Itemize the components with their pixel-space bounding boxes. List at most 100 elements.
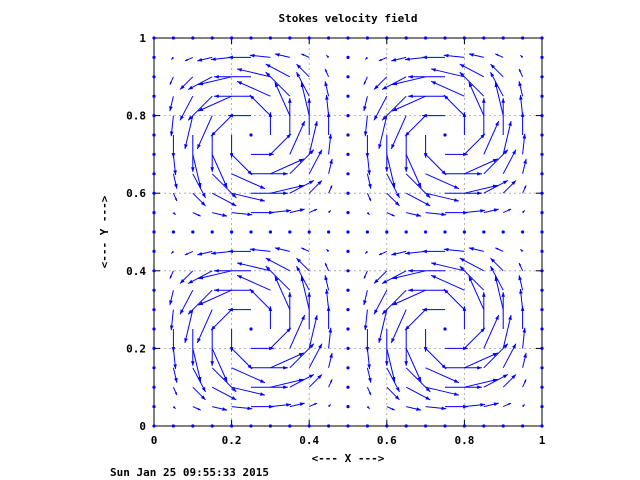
arrow-head [522, 404, 525, 408]
arrow-head [540, 172, 544, 176]
arrow-head [299, 402, 305, 406]
arrow-head [503, 149, 508, 155]
arrow-head [367, 170, 371, 176]
arrow-head [346, 385, 350, 389]
arrow-shaft [464, 184, 498, 194]
arrow-head [366, 406, 370, 409]
arrow-head [431, 275, 437, 279]
arrow-head [404, 424, 408, 428]
arrow-shaft [404, 309, 426, 331]
arrow-head [152, 55, 156, 60]
arrow-shaft [211, 367, 237, 393]
arrow-shaft [198, 289, 232, 306]
arrow-head [540, 424, 544, 428]
arrow-head [197, 58, 203, 62]
arrow-head [307, 36, 311, 40]
arrow-head [172, 406, 176, 409]
arrow-head [404, 325, 410, 331]
arrow-head [197, 407, 201, 411]
arrow-head [174, 198, 177, 202]
arrow-head [228, 307, 233, 312]
x-tick-label: 1 [539, 434, 546, 447]
arrow-head [214, 288, 219, 293]
arrow-shaft [459, 71, 485, 97]
arrow-head [368, 183, 372, 189]
velocity-arrows [152, 36, 544, 428]
arrow-head [231, 387, 237, 392]
arrow-head [268, 36, 272, 40]
arrow-head [249, 288, 255, 294]
arrow-head [540, 211, 544, 215]
arrow-head [540, 405, 544, 409]
arrow-head [346, 114, 350, 118]
arrow-head [274, 247, 280, 251]
arrow-head [318, 149, 322, 155]
arrow-head [326, 55, 330, 58]
arrow-head [408, 268, 413, 273]
arrow-shaft [231, 154, 253, 176]
arrow-head [283, 385, 288, 390]
arrow-shaft [381, 95, 407, 121]
arrow-shaft [459, 265, 485, 291]
arrow-head [174, 183, 178, 189]
arrow-head [197, 252, 203, 256]
arrow-head [495, 315, 499, 321]
arrow-shaft [464, 133, 486, 155]
arrow-head [540, 288, 544, 292]
arrow-head [259, 198, 265, 202]
axis-ticks: 0 0.2 0.4 0.6 0.8 1 0 0.2 0.4 0.6 0.8 1 [126, 32, 546, 447]
arrow-head [459, 266, 465, 271]
arrow-head [197, 143, 201, 149]
arrow-head [324, 81, 328, 87]
arrow-head [408, 74, 413, 79]
arrow-shaft [308, 120, 318, 155]
arrow-head [198, 107, 204, 112]
arrow-head [274, 276, 279, 282]
arrow-head [422, 249, 427, 254]
arrow-head [424, 36, 428, 40]
arrow-shaft [210, 309, 232, 331]
arrow-shaft [392, 270, 426, 280]
arrow-head [490, 64, 496, 69]
arrow-head [346, 191, 350, 195]
arrow-shaft [289, 343, 315, 369]
arrow-head [152, 366, 156, 370]
arrow-head [481, 292, 486, 297]
arrow-head [502, 374, 508, 379]
arrow-head [522, 210, 525, 214]
arrow-shaft [502, 314, 512, 349]
arrow-head [404, 131, 410, 137]
arrow-head [268, 230, 272, 234]
arrow-shaft [211, 348, 228, 382]
arrow-head [214, 268, 219, 273]
arrow-head [482, 36, 486, 40]
arrow-head [169, 325, 174, 331]
arrow-head [518, 81, 522, 87]
arrow-head [180, 115, 184, 121]
arrow-head [325, 288, 329, 294]
arrow-head [481, 98, 486, 103]
arrow-head [184, 252, 188, 255]
arrow-head [519, 68, 522, 72]
arrow-head [404, 251, 410, 255]
arrow-head [171, 347, 176, 352]
arrow-shaft [483, 343, 509, 369]
arrow-head [540, 366, 544, 370]
arrow-head [171, 36, 175, 40]
arrow-head [540, 191, 544, 195]
arrow-head [228, 249, 233, 254]
arrow-head [298, 352, 304, 357]
arrow-head [404, 167, 409, 172]
arrow-head [416, 213, 422, 217]
arrow-head [540, 249, 544, 253]
arrow-head [231, 202, 237, 206]
arrow-shaft [198, 95, 232, 112]
arrow-shaft [270, 327, 292, 349]
arrow-head [378, 143, 382, 149]
arrow-head [422, 113, 427, 118]
arrow-shaft [231, 173, 266, 190]
arrow-head [214, 74, 219, 79]
arrow-head [152, 230, 156, 234]
arrow-head [197, 337, 201, 343]
arrow-head [365, 153, 370, 158]
